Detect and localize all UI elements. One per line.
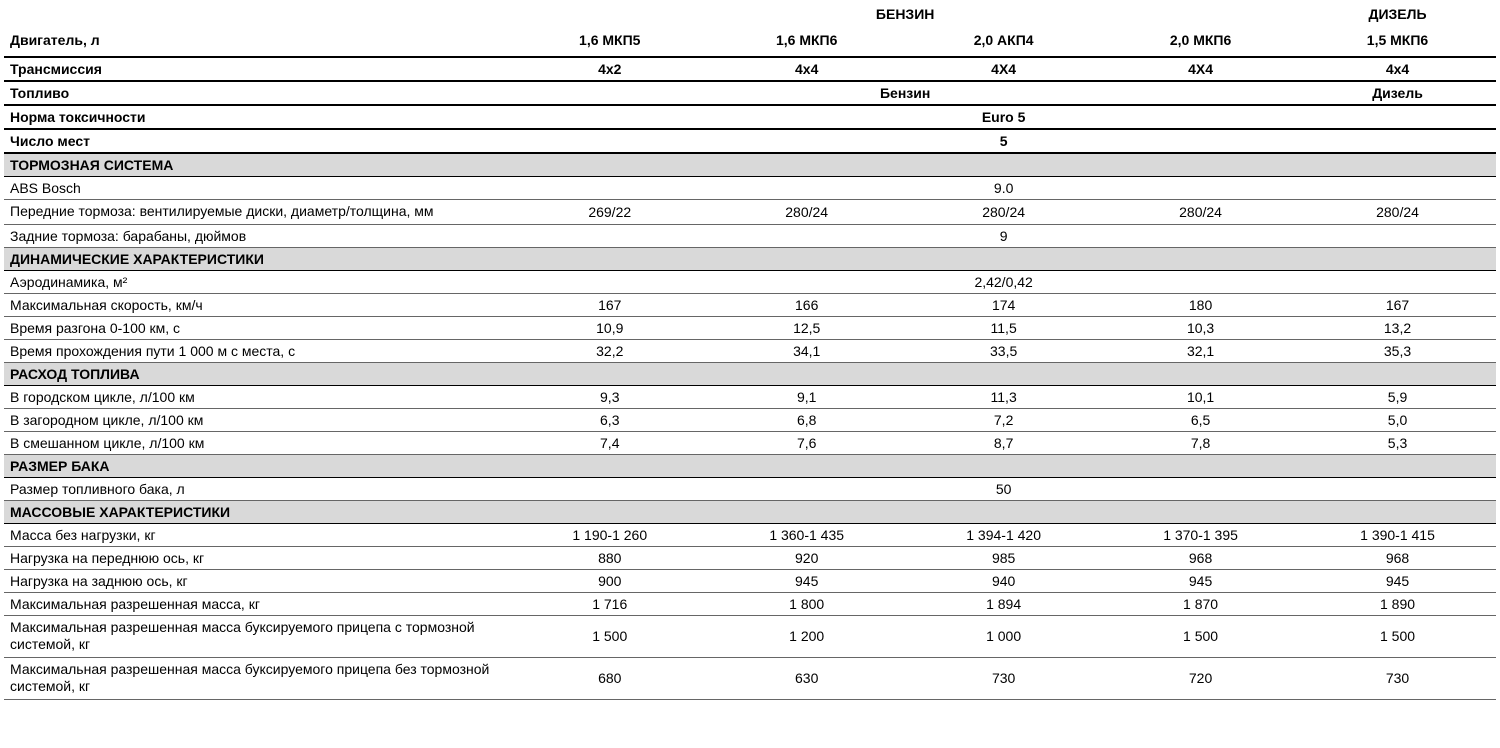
section-mass: МАССОВЫЕ ХАРАКТЕРИСТИКИ (4, 500, 1496, 523)
rear-brakes-row: Задние тормоза: барабаны, дюймов 9 (4, 224, 1496, 247)
accel-row: Время разгона 0-100 км, с 10,9 12,5 11,5… (4, 316, 1496, 339)
mixed-row: В смешанном цикле, л/100 км 7,4 7,6 8,7 … (4, 431, 1496, 454)
engine-v4: 1,5 МКП6 (1299, 24, 1496, 57)
engine-v0: 1,6 МКП5 (511, 24, 708, 57)
transmission-label: Трансмиссия (4, 57, 511, 81)
spec-table: БЕНЗИН ДИЗЕЛЬ Двигатель, л 1,6 МКП5 1,6 … (4, 4, 1496, 700)
trailer-unbraked-row: Максимальная разрешенная масса буксируем… (4, 657, 1496, 699)
1000m-row: Время прохождения пути 1 000 м с места, … (4, 339, 1496, 362)
section-dynamics: ДИНАМИЧЕСКИЕ ХАРАКТЕРИСТИКИ (4, 247, 1496, 270)
engine-label: Двигатель, л (4, 24, 511, 57)
fuel-petrol-header: БЕНЗИН (511, 4, 1299, 24)
engine-v2: 2,0 АКП4 (905, 24, 1102, 57)
section-brakes: ТОРМОЗНАЯ СИСТЕМА (4, 153, 1496, 177)
fuel-label: Топливо (4, 81, 511, 105)
front-brakes-row: Передние тормоза: вентилируемые диски, д… (4, 200, 1496, 225)
section-fuel-cons: РАСХОД ТОПЛИВА (4, 362, 1496, 385)
engine-v3: 2,0 МКП6 (1102, 24, 1299, 57)
engine-row: Двигатель, л 1,6 МКП5 1,6 МКП6 2,0 АКП4 … (4, 24, 1496, 57)
fuel-header-row: БЕНЗИН ДИЗЕЛЬ (4, 4, 1496, 24)
emission-label: Норма токсичности (4, 105, 511, 129)
transmission-row: Трансмиссия 4х2 4х4 4Х4 4Х4 4х4 (4, 57, 1496, 81)
max-mass-row: Максимальная разрешенная масса, кг 1 716… (4, 592, 1496, 615)
abs-row: ABS Bosch 9.0 (4, 177, 1496, 200)
fuel-diesel-value: Дизель (1299, 81, 1496, 105)
mass-empty-row: Масса без нагрузки, кг 1 190-1 260 1 360… (4, 523, 1496, 546)
aero-row: Аэродинамика, м² 2,42/0,42 (4, 270, 1496, 293)
highway-row: В загородном цикле, л/100 км 6,3 6,8 7,2… (4, 408, 1496, 431)
maxspeed-row: Максимальная скорость, км/ч 167 166 174 … (4, 293, 1496, 316)
tank-row: Размер топливного бака, л 50 (4, 477, 1496, 500)
emission-row: Норма токсичности Euro 5 (4, 105, 1496, 129)
load-front-row: Нагрузка на переднюю ось, кг 880 920 985… (4, 546, 1496, 569)
fuel-row: Топливо Бензин Дизель (4, 81, 1496, 105)
trailer-braked-row: Максимальная разрешенная масса буксируем… (4, 615, 1496, 657)
load-rear-row: Нагрузка на заднюю ось, кг 900 945 940 9… (4, 569, 1496, 592)
seats-row: Число мест 5 (4, 129, 1496, 153)
fuel-petrol-value: Бензин (511, 81, 1299, 105)
emission-value: Euro 5 (511, 105, 1496, 129)
section-tank: РАЗМЕР БАКА (4, 454, 1496, 477)
seats-label: Число мест (4, 129, 511, 153)
seats-value: 5 (511, 129, 1496, 153)
engine-v1: 1,6 МКП6 (708, 24, 905, 57)
city-row: В городском цикле, л/100 км 9,3 9,1 11,3… (4, 385, 1496, 408)
fuel-diesel-header: ДИЗЕЛЬ (1299, 4, 1496, 24)
